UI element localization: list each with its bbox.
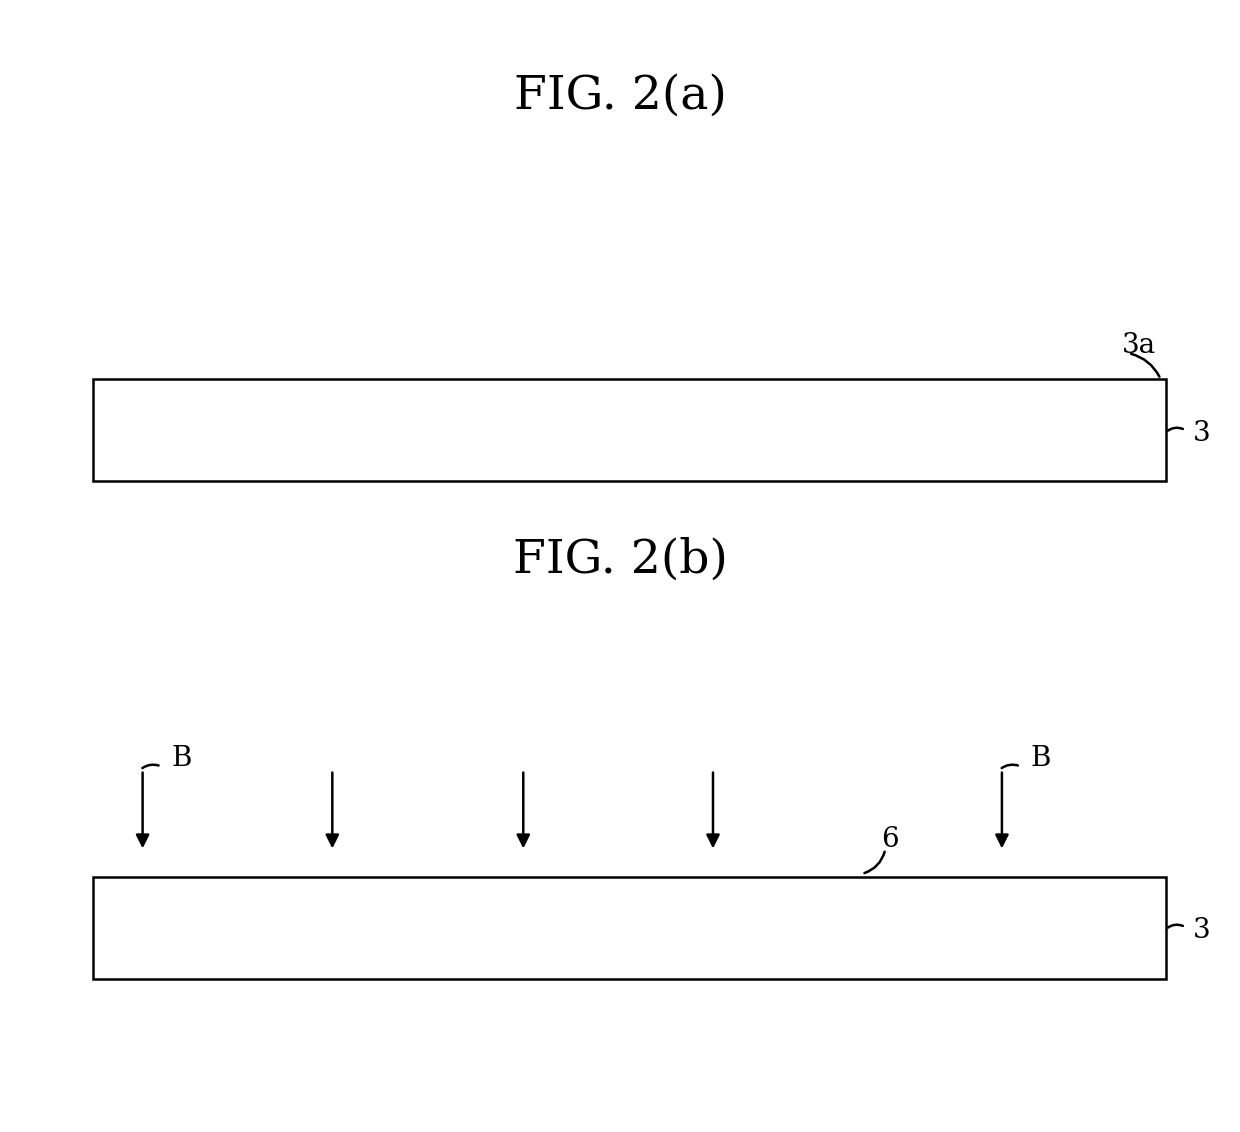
Text: 3a: 3a	[1122, 332, 1157, 359]
Text: 6: 6	[882, 826, 899, 854]
Text: B: B	[171, 745, 192, 772]
Text: 3: 3	[1193, 917, 1210, 944]
Text: B: B	[1030, 745, 1052, 772]
Text: 3: 3	[1193, 420, 1210, 447]
Bar	[93, 379, 1166, 481]
Text: FIG. 2(b): FIG. 2(b)	[512, 538, 728, 583]
Bar	[93, 877, 1166, 979]
Text: FIG. 2(a): FIG. 2(a)	[513, 74, 727, 119]
